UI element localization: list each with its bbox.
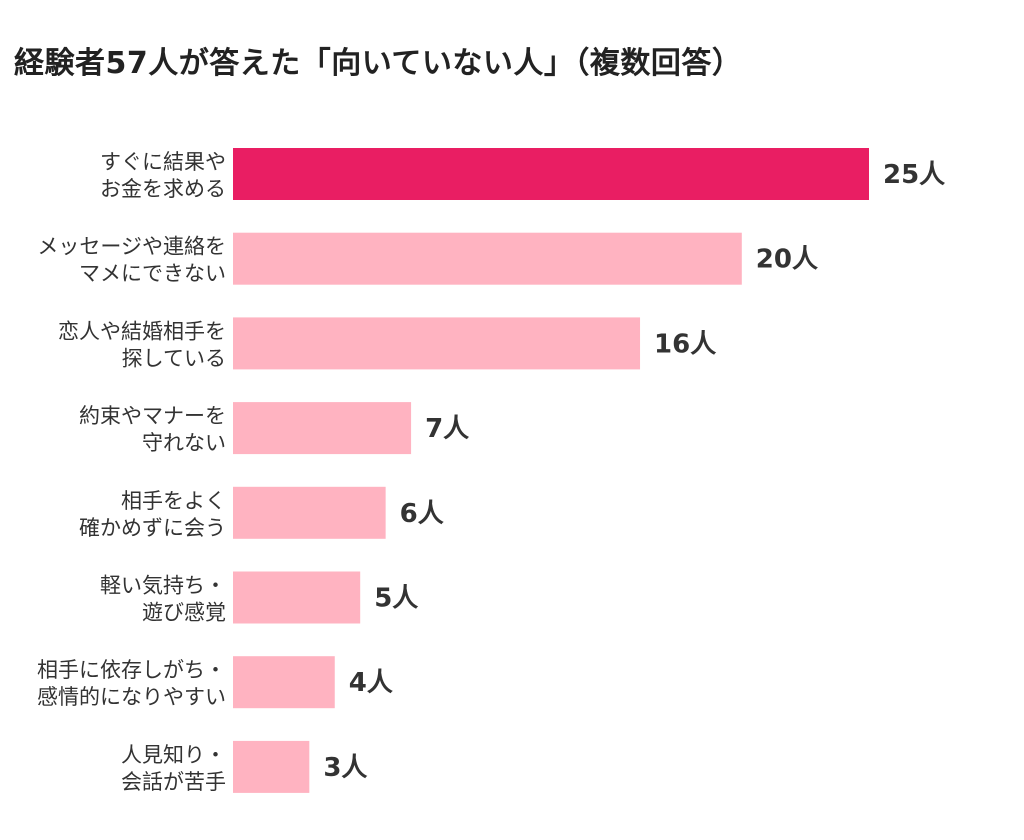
category-label-line: 恋人や結婚相手を bbox=[58, 319, 226, 343]
bars-layer bbox=[233, 148, 869, 793]
category-label-8: 人見知り・会話が苦手 bbox=[121, 743, 226, 794]
category-label-line: マメにできない bbox=[79, 262, 226, 286]
category-label-line: 会話が苦手 bbox=[121, 770, 226, 794]
category-labels: すぐに結果やお金を求めるメッセージや連絡をマメにできない恋人や結婚相手を探してい… bbox=[37, 150, 226, 794]
chart-title: 経験者57人が答えた「向いていない人」（複数回答） bbox=[14, 46, 743, 81]
bar-2 bbox=[233, 232, 742, 285]
bar-5 bbox=[233, 486, 386, 539]
value-label-5: 6人 bbox=[400, 499, 444, 529]
value-label-8: 3人 bbox=[323, 753, 367, 783]
bar-4 bbox=[233, 402, 412, 455]
category-label-4: 約束やマナーを守れない bbox=[79, 404, 226, 455]
bar-7 bbox=[233, 656, 335, 709]
category-label-line: 守れない bbox=[142, 431, 226, 455]
category-label-line: 軽い気持ち・ bbox=[100, 574, 226, 598]
category-label-7: 相手に依存しがち・感情的になりやすい bbox=[37, 658, 226, 709]
category-label-2: メッセージや連絡をマメにできない bbox=[37, 235, 226, 286]
category-label-line: 確かめずに会う bbox=[79, 516, 226, 540]
category-label-line: 探している bbox=[122, 346, 226, 370]
bar-6 bbox=[233, 571, 361, 624]
category-label-line: 約束やマナーを bbox=[79, 404, 226, 428]
category-label-line: お金を求める bbox=[100, 177, 226, 201]
value-labels: 25人 20人 16人 7人 6人 5人 4人 3人 bbox=[323, 160, 945, 783]
value-label-1: 25人 bbox=[883, 160, 945, 190]
value-label-4: 7人 bbox=[425, 414, 469, 444]
value-label-3: 16人 bbox=[654, 329, 716, 359]
bar-3 bbox=[233, 317, 641, 370]
category-label-line: 感情的になりやすい bbox=[37, 685, 226, 709]
category-label-line: 遊び感覚 bbox=[142, 601, 226, 625]
value-label-6: 5人 bbox=[374, 584, 418, 614]
value-label-7: 4人 bbox=[349, 668, 393, 698]
category-label-6: 軽い気持ち・遊び感覚 bbox=[100, 574, 226, 625]
category-label-line: 相手に依存しがち・ bbox=[37, 658, 226, 682]
category-label-line: メッセージや連絡を bbox=[37, 235, 226, 259]
bar-8 bbox=[233, 740, 310, 793]
category-label-line: 人見知り・ bbox=[121, 743, 226, 767]
category-label-1: すぐに結果やお金を求める bbox=[100, 150, 226, 201]
value-label-2: 20人 bbox=[756, 245, 818, 275]
category-label-3: 恋人や結婚相手を探している bbox=[58, 319, 226, 370]
bar-1 bbox=[233, 148, 869, 200]
category-label-5: 相手をよく確かめずに会う bbox=[79, 489, 226, 540]
category-label-line: 相手をよく bbox=[121, 489, 226, 513]
category-label-line: すぐに結果や bbox=[100, 150, 226, 174]
